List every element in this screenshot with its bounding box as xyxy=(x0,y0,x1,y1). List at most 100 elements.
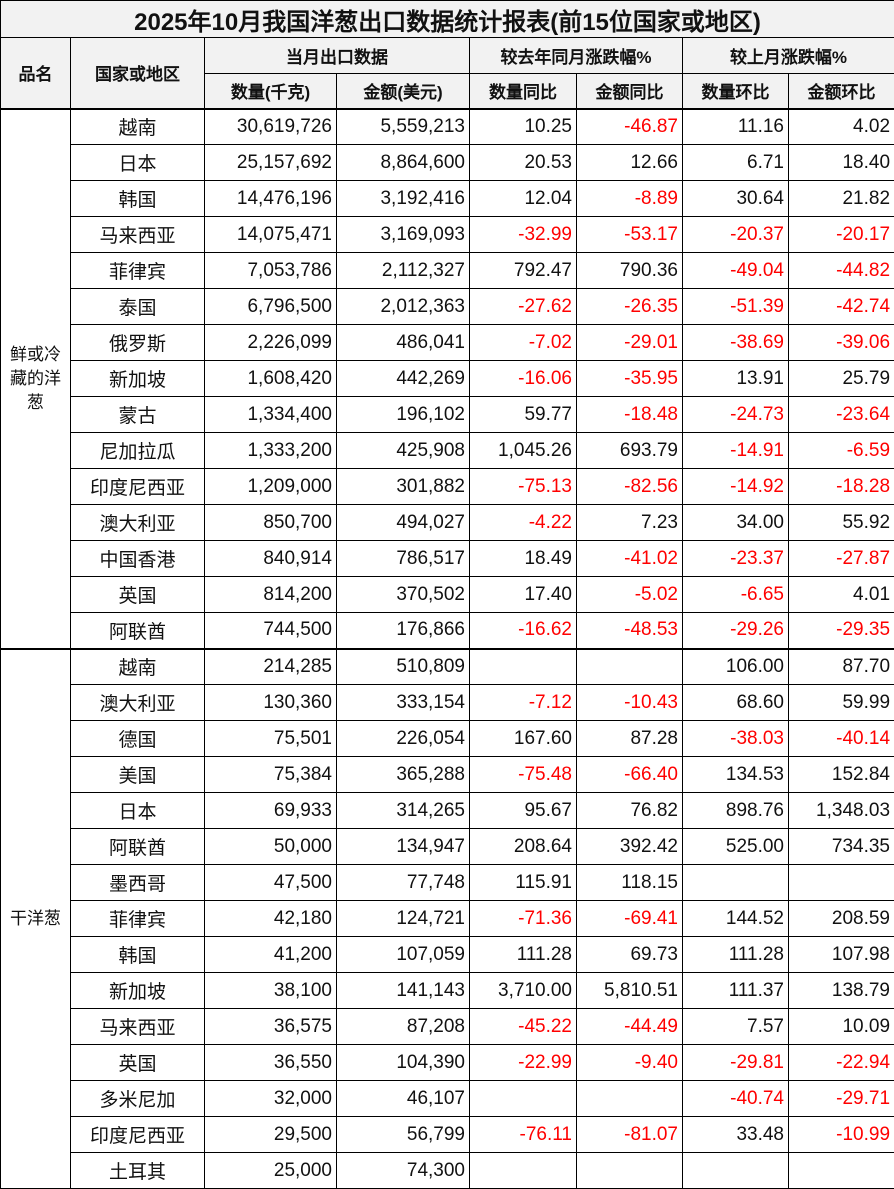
qty-mom-cell: -29.81 xyxy=(682,1044,789,1081)
table-row: 蒙古 1,334,400 196,102 59.77 -18.48 -24.73 -23.6… xyxy=(1,396,894,433)
qty-mom-cell: -6.65 xyxy=(682,576,789,613)
qty-yoy-cell: -22.99 xyxy=(469,1044,577,1081)
amount-yoy-cell: 12.66 xyxy=(576,144,683,181)
table-row: 德国 75,501 226,054 167.60 87.28 -38.03 -40.14 xyxy=(1,720,894,757)
qty-cell: 50,000 xyxy=(204,828,337,865)
country-cell: 韩国 xyxy=(70,936,205,973)
qty-mom-cell: -51.39 xyxy=(682,288,789,325)
amount-yoy-cell xyxy=(576,1080,683,1117)
qty-mom-cell xyxy=(682,1152,789,1189)
amount-cell: 510,809 xyxy=(336,647,470,685)
amount-yoy-cell: -35.95 xyxy=(576,360,683,397)
country-cell: 德国 xyxy=(70,720,205,757)
table-row: 印度尼西亚 29,500 56,799 -76.11 -81.07 33.48 -10.99 xyxy=(1,1116,894,1153)
qty-yoy-cell: 1,045.26 xyxy=(469,432,577,469)
amount-cell: 425,908 xyxy=(336,432,470,469)
amount-yoy-cell: -69.41 xyxy=(576,900,683,937)
qty-cell: 2,226,099 xyxy=(204,324,337,361)
country-cell: 越南 xyxy=(70,647,205,685)
qty-yoy-cell: 167.60 xyxy=(469,720,577,757)
table-row: 多米尼加 32,000 46,107 -40.74 -29.71 xyxy=(1,1080,894,1117)
amount-mom-cell: -40.14 xyxy=(787,720,894,757)
qty-mom-cell: 30.64 xyxy=(682,180,789,217)
country-cell: 英国 xyxy=(70,576,205,613)
qty-mom-cell: -38.69 xyxy=(682,324,789,361)
qty-mom-cell: -23.37 xyxy=(682,540,789,577)
country-cell: 印度尼西亚 xyxy=(70,468,205,505)
qty-yoy-cell: 18.49 xyxy=(469,540,577,577)
qty-yoy-cell: -32.99 xyxy=(469,216,577,253)
table-row: 菲律宾 42,180 124,721 -71.36 -69.41 144.52 208.59 xyxy=(1,900,894,937)
qty-yoy-cell: 115.91 xyxy=(469,864,577,901)
qty-mom-cell: 106.00 xyxy=(682,647,789,685)
country-cell: 阿联酋 xyxy=(70,828,205,865)
amount-yoy-cell: -9.40 xyxy=(576,1044,683,1081)
country-cell: 日本 xyxy=(70,144,205,181)
amount-cell: 46,107 xyxy=(336,1080,470,1117)
amount-cell: 141,143 xyxy=(336,972,470,1009)
amount-yoy-cell: -66.40 xyxy=(576,756,683,793)
qty-cell: 214,285 xyxy=(204,647,337,685)
qty-yoy-cell: -16.62 xyxy=(469,612,577,649)
amount-mom-cell: 87.70 xyxy=(787,647,894,685)
qty-mom-cell: 111.37 xyxy=(682,972,789,1009)
qty-mom-cell: -38.03 xyxy=(682,720,789,757)
qty-mom-cell: 7.57 xyxy=(682,1008,789,1045)
qty-yoy-cell xyxy=(469,1080,577,1117)
amount-yoy-cell xyxy=(576,647,683,685)
table-row: 新加坡 1,608,420 442,269 -16.06 -35.95 13.91 25.7… xyxy=(1,360,894,397)
amount-mom-cell xyxy=(787,1152,894,1189)
qty-mom-cell: -49.04 xyxy=(682,252,789,289)
country-cell: 印度尼西亚 xyxy=(70,1116,205,1153)
amount-cell: 226,054 xyxy=(336,720,470,757)
table-row: 马来西亚 14,075,471 3,169,093 -32.99 -53.17 -20.3… xyxy=(1,216,894,253)
amount-mom-cell: -20.17 xyxy=(787,216,894,253)
amount-cell: 196,102 xyxy=(336,396,470,433)
table-row: 印度尼西亚 1,209,000 301,882 -75.13 -82.56 -14.92-… xyxy=(1,468,894,505)
qty-yoy-cell: 208.64 xyxy=(469,828,577,865)
amount-mom-cell: 208.59 xyxy=(787,900,894,937)
amount-yoy-cell: 693.79 xyxy=(576,432,683,469)
amount-yoy-cell: -29.01 xyxy=(576,324,683,361)
amount-yoy-cell: -10.43 xyxy=(576,684,683,721)
header-product: 品名 xyxy=(0,37,71,110)
amount-mom-cell: 21.82 xyxy=(787,180,894,217)
amount-mom-cell: 10.09 xyxy=(787,1008,894,1045)
qty-mom-cell xyxy=(682,864,789,901)
amount-yoy-cell: -26.35 xyxy=(576,288,683,325)
header-amount-mom: 金额环比 xyxy=(787,73,894,110)
qty-mom-cell: -14.92 xyxy=(682,468,789,505)
report-title: 2025年10月我国洋葱出口数据统计报表(前15位国家或地区) xyxy=(0,0,894,38)
qty-yoy-cell: 59.77 xyxy=(469,396,577,433)
qty-yoy-cell: -71.36 xyxy=(469,900,577,937)
qty-mom-cell: -24.73 xyxy=(682,396,789,433)
country-cell: 俄罗斯 xyxy=(70,324,205,361)
amount-yoy-cell: -53.17 xyxy=(576,216,683,253)
amount-mom-cell: -23.64 xyxy=(787,396,894,433)
country-cell: 蒙古 xyxy=(70,396,205,433)
table-row: 俄罗斯 2,226,099 486,041 -7.02 -29.01 -38.69 -39.… xyxy=(1,324,894,361)
qty-mom-cell: 144.52 xyxy=(682,900,789,937)
header-qty-mom: 数量环比 xyxy=(682,73,789,110)
country-cell: 泰国 xyxy=(70,288,205,325)
qty-mom-cell: 134.53 xyxy=(682,756,789,793)
qty-cell: 47,500 xyxy=(204,864,337,901)
amount-yoy-cell: -44.49 xyxy=(576,1008,683,1045)
amount-yoy-cell: 7.23 xyxy=(576,504,683,541)
country-cell: 阿联酋 xyxy=(70,612,205,649)
qty-cell: 38,100 xyxy=(204,972,337,1009)
amount-cell: 486,041 xyxy=(336,324,470,361)
table-row: 日本 25,157,692 8,864,600 20.53 12.66 6.71 18.40 xyxy=(1,144,894,181)
qty-yoy-cell: 20.53 xyxy=(469,144,577,181)
country-cell: 墨西哥 xyxy=(70,864,205,901)
qty-mom-cell: -20.37 xyxy=(682,216,789,253)
qty-yoy-cell: -7.02 xyxy=(469,324,577,361)
country-cell: 马来西亚 xyxy=(70,216,205,253)
amount-mom-cell xyxy=(787,864,894,901)
qty-mom-cell: 525.00 xyxy=(682,828,789,865)
amount-yoy-cell: -82.56 xyxy=(576,468,683,505)
amount-mom-cell: -42.74 xyxy=(787,288,894,325)
amount-yoy-cell: -46.87 xyxy=(576,108,683,145)
amount-mom-cell: -10.99 xyxy=(787,1116,894,1153)
